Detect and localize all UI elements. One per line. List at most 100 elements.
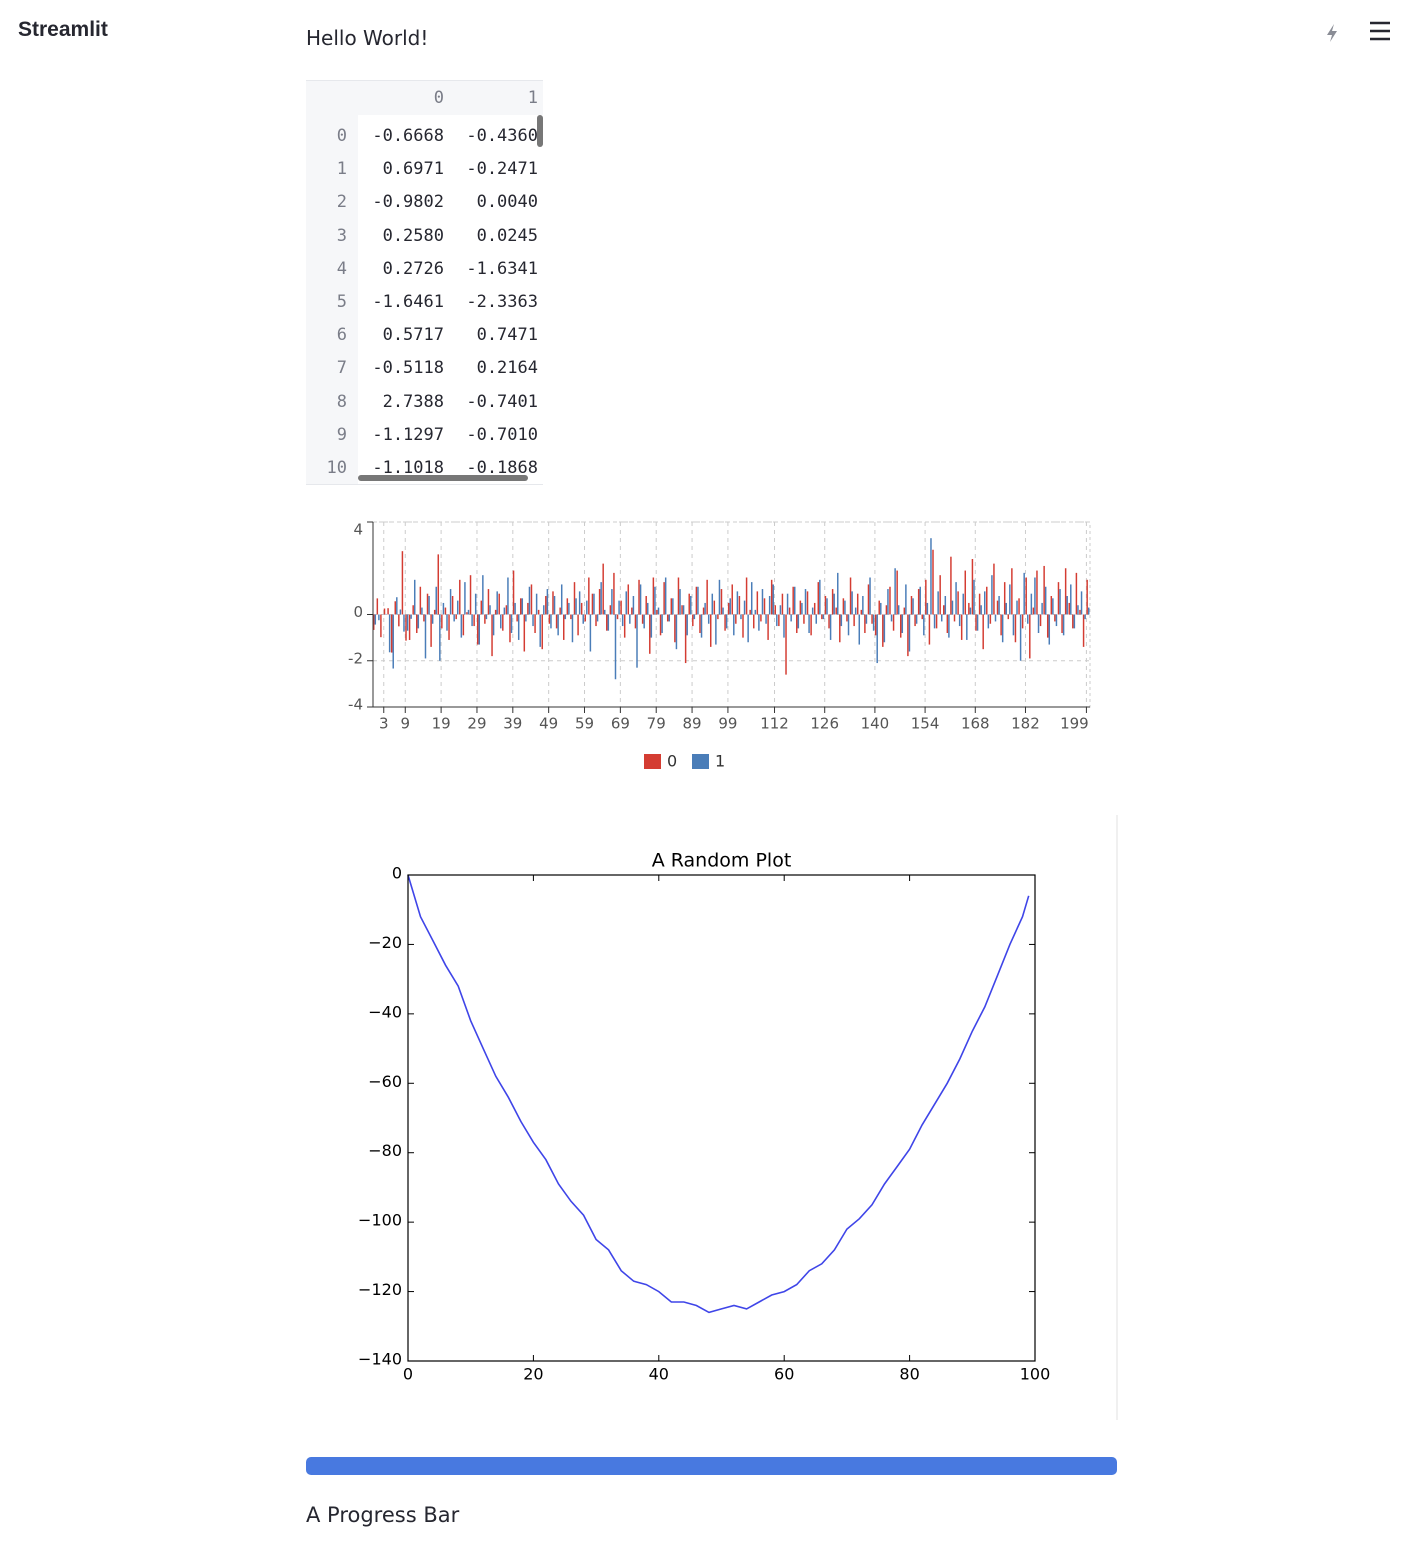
- bar: [844, 600, 846, 615]
- row-index: 5: [336, 292, 347, 312]
- bar: [704, 602, 706, 615]
- bar: [473, 614, 475, 627]
- bar: [760, 614, 762, 622]
- x-tick-label: 140: [861, 715, 890, 733]
- bar: [688, 593, 690, 615]
- bar: [923, 614, 925, 636]
- bar: [1044, 586, 1047, 615]
- bar: [1009, 584, 1011, 615]
- app-name: Streamlit: [18, 18, 108, 41]
- bar: [1029, 614, 1031, 659]
- bar: [753, 614, 755, 629]
- bar: [803, 614, 805, 624]
- bar: [950, 556, 952, 615]
- vertical-scrollbar[interactable]: [537, 115, 543, 147]
- bar: [829, 614, 832, 640]
- bar: [528, 586, 531, 615]
- row-index: 10: [326, 458, 347, 478]
- bar: [459, 579, 461, 615]
- x-tick-label: 3: [379, 715, 389, 733]
- bar: [559, 607, 561, 615]
- run-icon[interactable]: [1327, 24, 1337, 42]
- bar: [699, 614, 701, 633]
- cell: 0.2726: [382, 258, 444, 279]
- x-tick-label: 59: [575, 715, 594, 733]
- horizontal-scrollbar[interactable]: [358, 475, 528, 481]
- bar: [387, 608, 389, 615]
- bar: [801, 602, 803, 615]
- menu-icon[interactable]: [1370, 21, 1390, 41]
- text: Hello World!: [306, 26, 429, 50]
- bar: [405, 614, 407, 641]
- bar: [733, 614, 735, 636]
- bar: [776, 614, 778, 627]
- x-tick-label: 39: [503, 715, 522, 733]
- y-tick-label: −100: [358, 1211, 402, 1230]
- bar: [1003, 582, 1006, 615]
- y-tick-label: −40: [368, 1002, 402, 1021]
- bar: [1034, 577, 1036, 615]
- x-tick-label: 19: [432, 715, 451, 733]
- bar: [768, 596, 771, 615]
- toolbar[interactable]: [1327, 21, 1390, 42]
- bar: [674, 614, 676, 643]
- bar: [817, 582, 820, 615]
- bar: [718, 579, 721, 615]
- bar: [584, 614, 586, 622]
- row-index: 1: [336, 159, 347, 180]
- bar: [410, 614, 412, 619]
- bar: [788, 607, 791, 615]
- line: [407, 874, 1030, 1314]
- legend-swatch: [644, 754, 661, 769]
- y-tick-label: −140: [358, 1350, 402, 1369]
- cell: -1.1297: [372, 424, 444, 445]
- bar: [482, 575, 484, 615]
- bar: [1011, 568, 1013, 615]
- bar: [1054, 614, 1056, 622]
- bar: [794, 586, 796, 615]
- bar: [951, 600, 954, 615]
- bar: [925, 579, 927, 615]
- bar: [944, 596, 947, 615]
- bar: [664, 577, 667, 615]
- bar: [962, 593, 964, 615]
- bar: [786, 593, 789, 615]
- bar: [842, 598, 845, 615]
- bar: [1066, 596, 1068, 615]
- bar: [813, 602, 816, 615]
- x-tick-label: 69: [611, 715, 630, 733]
- cell: -2.3363: [466, 292, 538, 312]
- bar: [976, 614, 979, 631]
- bar: [915, 614, 918, 624]
- bar: [889, 586, 891, 615]
- row-index: 6: [336, 325, 347, 346]
- bar: [980, 605, 982, 615]
- bar: [901, 614, 904, 633]
- bar: [897, 605, 900, 615]
- bar: [383, 608, 386, 615]
- bar: [446, 614, 448, 631]
- bar: [548, 614, 551, 624]
- bar: [374, 614, 377, 625]
- bar: [681, 605, 683, 615]
- x-tick-label: 89: [683, 715, 702, 733]
- cell: 0.5717: [382, 325, 444, 346]
- bar: [575, 598, 577, 615]
- bar: [790, 614, 792, 622]
- bar: [958, 614, 961, 627]
- bar: [552, 591, 554, 615]
- bar: [892, 614, 895, 631]
- bar: [731, 584, 733, 615]
- bar: [957, 591, 959, 615]
- bar: [686, 614, 688, 636]
- bar: [441, 614, 443, 629]
- bar: [449, 589, 452, 615]
- bar: [930, 538, 932, 615]
- bar: [469, 575, 472, 615]
- legend-swatch: [692, 754, 709, 769]
- bar: [444, 607, 447, 615]
- cell: 0.6971: [382, 159, 444, 180]
- bar: [634, 614, 637, 629]
- bar: [919, 586, 921, 615]
- bar: [408, 614, 411, 640]
